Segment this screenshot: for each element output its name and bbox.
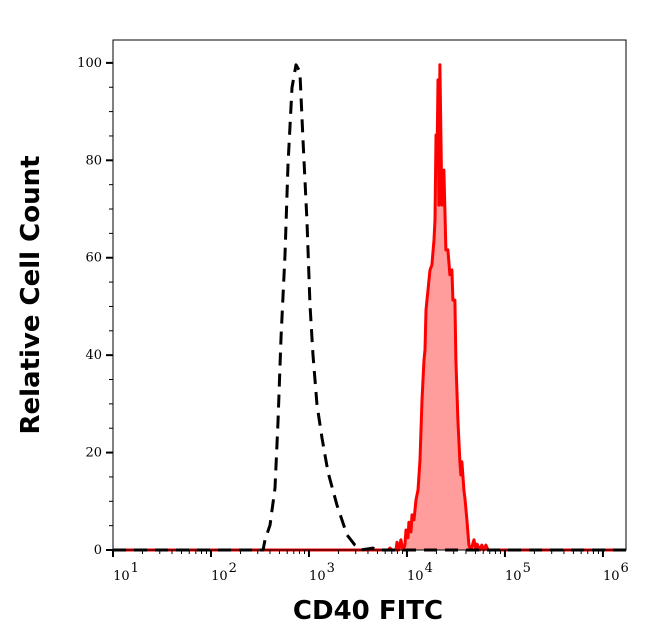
y-tick-label: 60 [85,251,102,266]
x-tick-exp: 4 [425,561,433,576]
x-tick-base: 10 [407,569,424,584]
series-line-1 [113,63,626,552]
x-tick-base: 10 [113,569,130,584]
y-tick-label: 20 [85,446,102,461]
x-tick-label: 103 [309,561,335,584]
x-tick-label: 102 [211,561,237,584]
x-tick-base: 10 [603,569,620,584]
plot-frame [112,39,627,551]
y-tick-label: 0 [94,543,102,558]
x-tick-exp: 5 [523,561,531,576]
series-line-0 [113,63,626,552]
x-tick-base: 10 [309,569,326,584]
y-tick-label: 40 [85,348,102,363]
x-tick-exp: 2 [229,561,237,576]
x-tick-label: 104 [407,561,433,584]
x-tick-exp: 1 [131,561,139,576]
series-layer [113,63,626,552]
y-axis: 0 20 40 60 80 100 [77,56,113,558]
x-tick-base: 10 [505,569,522,584]
x-tick-label: 106 [603,561,629,584]
y-axis-title: Relative Cell Count [16,155,46,434]
x-tick-exp: 3 [327,561,335,576]
x-tick-base: 10 [211,569,228,584]
y-tick-label: 100 [77,56,102,71]
x-tick-label: 101 [113,561,139,584]
x-tick-exp: 6 [621,561,629,576]
y-tick-label: 80 [85,153,102,168]
x-axis-title: CD40 FITC [293,596,443,626]
series-fill-1 [113,64,626,551]
x-tick-label: 105 [505,561,531,584]
